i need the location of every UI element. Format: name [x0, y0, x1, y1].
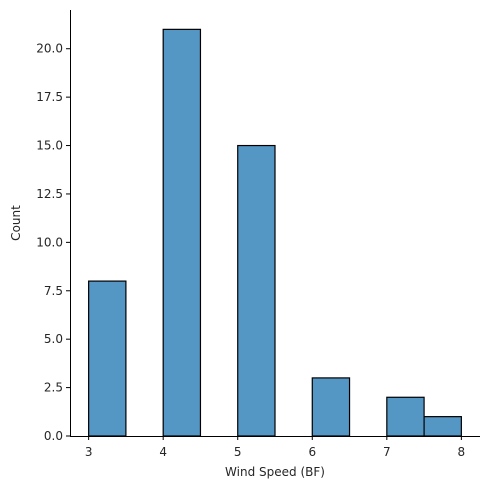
x-ticks-group: 3 4 5 6 7 8: [85, 436, 465, 459]
y-tick-label: 10.0: [36, 235, 63, 249]
x-tick-label: 7: [383, 445, 391, 459]
y-tick-label: 2.5: [44, 381, 63, 395]
y-tick-label: 17.5: [36, 90, 63, 104]
y-ticks-group: 0.0 2.5 5.0 7.5 10.0 12.5 15.0 17.5 20.0: [36, 42, 70, 443]
bars-group: [88, 28, 462, 437]
x-tick-label: 5: [234, 445, 242, 459]
x-tick-label: 8: [458, 445, 466, 459]
y-tick-label: 12.5: [36, 187, 63, 201]
x-tick-label: 3: [85, 445, 93, 459]
y-tick-label: 20.0: [36, 42, 63, 56]
y-tick-label: 7.5: [44, 284, 63, 298]
y-axis-label: Count: [9, 205, 23, 241]
y-tick-label: 0.0: [44, 429, 63, 443]
histogram-bar-6: [311, 377, 351, 437]
histogram-bar-8: [386, 396, 425, 437]
histogram-bar-2: [162, 28, 202, 437]
x-tick-label: 4: [159, 445, 167, 459]
x-axis-label: Wind Speed (BF): [225, 465, 325, 479]
histogram-bar-0: [88, 280, 127, 437]
y-tick-label: 15.0: [36, 139, 63, 153]
x-tick-label: 6: [308, 445, 316, 459]
histogram-bar-9: [423, 416, 462, 437]
y-tick-label: 5.0: [44, 332, 63, 346]
histogram-bar-4: [237, 144, 276, 437]
